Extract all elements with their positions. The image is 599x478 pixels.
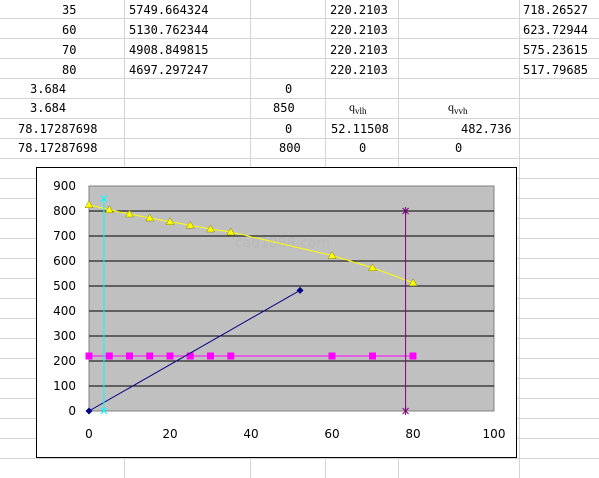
series-1-point-9 xyxy=(327,250,337,259)
cell-d7[interactable]: 52.11508 xyxy=(331,122,389,136)
series-2-point-2 xyxy=(105,352,113,360)
cell-f3[interactable]: 575.23615 xyxy=(523,43,589,57)
cell-c5[interactable]: 0 xyxy=(285,82,293,96)
q-vvh-main: q xyxy=(448,100,454,114)
series-4-point-2 xyxy=(100,195,108,202)
x-tick-label-40: 40 xyxy=(243,427,258,441)
series-1-point-7 xyxy=(206,224,215,233)
y-tick-label-800: 800 xyxy=(53,204,76,218)
series-1-point-4 xyxy=(145,213,155,222)
series-2-point-4 xyxy=(146,352,154,360)
q-vlh-label[interactable]: qvlh xyxy=(349,97,367,117)
y-tick-label-200: 200 xyxy=(53,354,76,368)
y-tick-label-0: 0 xyxy=(68,404,76,418)
series-3-line xyxy=(88,289,301,412)
series-1-point-11 xyxy=(408,278,418,286)
series-2-point-5 xyxy=(166,352,174,360)
cell-b1[interactable]: 5749.664324 xyxy=(129,3,209,17)
series-2-point-1 xyxy=(85,352,93,360)
cell-d2[interactable]: 220.2103 xyxy=(330,23,388,37)
series-5-point-2 xyxy=(402,207,409,215)
cell-a7[interactable]: 78.17287698 xyxy=(18,122,98,136)
cell-f2[interactable]: 623.72944 xyxy=(523,23,589,37)
y-tick-label-900: 900 xyxy=(53,179,76,193)
series-3-point-2 xyxy=(296,286,304,294)
cell-a1[interactable]: 35 xyxy=(62,3,77,17)
series-5-point-1 xyxy=(402,407,409,415)
y-tick-label-600: 600 xyxy=(53,254,76,268)
q-vlh-sub: vlh xyxy=(355,106,367,116)
x-tick-label-0: 0 xyxy=(85,427,93,441)
watermark-text: cad1088.com xyxy=(235,235,330,251)
cell-a4[interactable]: 80 xyxy=(62,63,77,77)
y-tick-label-400: 400 xyxy=(53,304,76,318)
series-1-point-8 xyxy=(226,227,236,236)
series-2-point-10 xyxy=(369,352,376,360)
series-2-point-3 xyxy=(126,352,133,360)
series-1-point-5 xyxy=(165,217,175,225)
series-2-point-7 xyxy=(207,352,214,360)
series-2-point-11 xyxy=(409,352,417,360)
cell-a3[interactable]: 70 xyxy=(62,43,77,57)
cell-a8[interactable]: 78.17287698 xyxy=(18,141,98,155)
cell-d3[interactable]: 220.2103 xyxy=(330,43,388,57)
plot-area xyxy=(88,185,495,412)
cell-c6[interactable]: 850 xyxy=(273,101,295,115)
q-vlh-main: q xyxy=(349,100,355,114)
cell-e8[interactable]: 0 xyxy=(455,141,463,155)
series-3-point-1 xyxy=(85,407,93,415)
y-tick-label-500: 500 xyxy=(53,279,76,293)
cell-a2[interactable]: 60 xyxy=(62,23,77,37)
y-tick-label-300: 300 xyxy=(53,329,76,343)
series-1-point-2 xyxy=(104,205,114,213)
chart-svg: 0 100 200 300 400 500 600 700 800 900 0 20 40 60 80 100… xyxy=(53,179,506,441)
cell-b3[interactable]: 4908.849815 xyxy=(129,43,209,57)
cell-d1[interactable]: 220.2103 xyxy=(330,3,388,17)
cell-c7[interactable]: 0 xyxy=(285,122,293,136)
embedded-chart[interactable]: 0 100 200 300 400 500 600 700 800 900 0 20 40 60 80 100… xyxy=(36,167,517,458)
x-tick-label-100: 100 xyxy=(483,427,506,441)
cell-a5[interactable]: 3.684 xyxy=(30,82,67,96)
y-tick-label-100: 100 xyxy=(53,379,76,393)
cell-a6[interactable]: 3.684 xyxy=(30,101,67,115)
cell-d4[interactable]: 220.2103 xyxy=(330,63,388,77)
cell-b2[interactable]: 5130.762344 xyxy=(129,23,209,37)
series-4-point-1 xyxy=(100,407,108,415)
series-2-point-9 xyxy=(328,352,336,360)
x-tick-label-80: 80 xyxy=(405,427,420,441)
series-2-point-6 xyxy=(186,352,194,360)
series-1-point-3 xyxy=(125,209,134,218)
x-tick-label-60: 60 xyxy=(324,427,339,441)
x-tick-label-20: 20 xyxy=(162,427,177,441)
cell-f1[interactable]: 718.26527 xyxy=(523,3,589,17)
cell-c8[interactable]: 800 xyxy=(279,141,301,155)
y-tick-label-700: 700 xyxy=(53,229,76,243)
series-1-point-6 xyxy=(185,220,195,229)
q-vvh-sub: vvh xyxy=(454,106,468,116)
cell-d8[interactable]: 0 xyxy=(359,141,367,155)
q-vvh-label[interactable]: qvvh xyxy=(448,97,468,117)
series-1-point-10 xyxy=(368,263,377,271)
series-2-point-8 xyxy=(227,352,235,360)
cell-f4[interactable]: 517.79685 xyxy=(523,63,589,77)
cell-b4[interactable]: 4697.297247 xyxy=(129,63,209,77)
cell-e7[interactable]: 482.736 xyxy=(461,122,512,136)
series-1-point-1 xyxy=(84,200,94,208)
